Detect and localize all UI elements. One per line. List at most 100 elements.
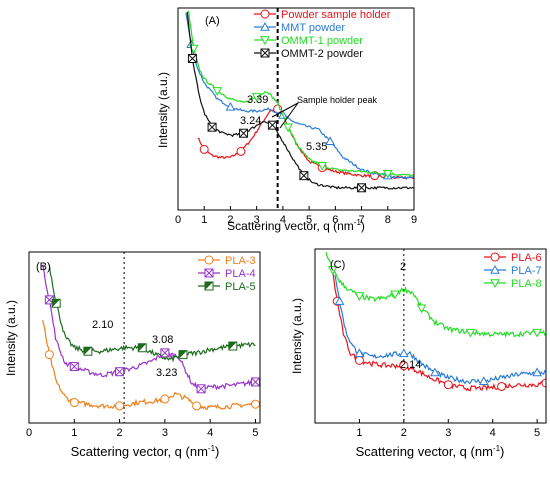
panel-a-x-tick-label-4: 4 bbox=[280, 214, 286, 226]
panel-b-point-pla-5-7 bbox=[137, 343, 147, 353]
panel-a-x-tick-label-1: 1 bbox=[201, 214, 207, 226]
panel-b-x-tick-label-0: 0 bbox=[26, 427, 32, 439]
panel-a-point-ommt-1-powder-13 bbox=[317, 161, 328, 171]
panel-a-point-ommt-2-powder-4 bbox=[207, 122, 217, 132]
panel-c-point-pla-6-7 bbox=[399, 361, 409, 371]
panel-b-point-pla-3-4 bbox=[69, 397, 79, 407]
panel-c-frame bbox=[314, 248, 547, 424]
panel-c-x-axis-title: Scattering vector, q (nm-1) bbox=[356, 444, 505, 459]
panel-a-legend-label-ommt-1-powder: OMMT-1 powder bbox=[281, 35, 363, 47]
panel-b-legend-label-pla-4: PLA-4 bbox=[225, 268, 256, 280]
panel-b-annotation-3-08: 3.08 bbox=[152, 334, 173, 346]
panel-b-frame bbox=[28, 251, 261, 424]
panel-a-x-tick-label-5: 5 bbox=[306, 214, 312, 226]
panel-c-point-pla-7-1 bbox=[334, 296, 345, 305]
panel-c-annotation-2: 2 bbox=[400, 261, 406, 273]
panel-b-point-pla-3-13 bbox=[192, 401, 202, 411]
panel-c-x-tick-label-1: 2 bbox=[401, 427, 407, 439]
panel-c-point-pla-7-16 bbox=[532, 367, 542, 377]
panel-c-y-axis-title: Intensity (a.u.) bbox=[290, 298, 304, 374]
panel-a-point-ommt-1-powder-10 bbox=[283, 123, 293, 133]
panel-a-x-ticks: 0 1 2 3 4 5 6 7 8 9 bbox=[175, 206, 417, 226]
panel-a-series-line-ommt-1-powder bbox=[187, 10, 414, 178]
panel-c-point-pla-8-10 bbox=[416, 304, 427, 314]
panel-b-x-tick-label-5: 5 bbox=[252, 427, 258, 439]
panel-c-x-axis-title-sup: -1 bbox=[493, 444, 501, 453]
panel-b-point-pla-4-7 bbox=[115, 367, 125, 377]
panel-b-legend-marker-pla-3 bbox=[204, 255, 214, 265]
panel-b-label: (B) bbox=[36, 261, 51, 273]
panel-a-annotation-3-39: 3.39 bbox=[247, 94, 268, 106]
panel-b-point-pla-5-4 bbox=[83, 346, 93, 356]
panel-a-series-ommt-2-powder bbox=[186, 11, 414, 193]
panel-a-label: (A) bbox=[205, 15, 220, 27]
panel-b-series-pla-5 bbox=[48, 264, 256, 363]
panel-b-x-axis-title-tail: ) bbox=[215, 444, 219, 459]
panel-a-point-powder-sample-holder-1 bbox=[199, 144, 209, 154]
panel-a-legend-label-powder-sample-holder: Powder sample holder bbox=[281, 9, 391, 21]
panel-b-annotation-3-23: 3.23 bbox=[156, 367, 177, 379]
panel-c-label: (C) bbox=[330, 259, 345, 271]
panel-b-point-pla-5-13 bbox=[228, 341, 238, 351]
panel-b-series-pla-3 bbox=[42, 320, 260, 411]
panel-b-series-line-pla-4 bbox=[42, 264, 257, 392]
panel-b-x-axis-title-main: Scattering vector, q (nm bbox=[71, 444, 208, 459]
panel-c-series-pla-6 bbox=[332, 271, 546, 392]
panel-a-legend-label-mmt-powder: MMT powder bbox=[281, 22, 345, 34]
panel-a-series-ommt-1-powder bbox=[187, 10, 414, 179]
panel-a-x-tick-label-0: 0 bbox=[175, 214, 181, 226]
panel-c-x-tick-label-0: 1 bbox=[356, 427, 362, 439]
panel-c-x-axis-title-main: Scattering vector, q (nm bbox=[356, 444, 493, 459]
panel-c-series-pla-8 bbox=[325, 252, 546, 339]
panel-a-x-axis-title-tail: ) bbox=[361, 219, 365, 233]
panel-a-series-layer bbox=[185, 8, 414, 210]
panel-c-x-tick-label-3: 4 bbox=[490, 427, 496, 439]
panel-c-point-pla-8-16 bbox=[532, 328, 542, 338]
panel-a-point-ommt-2-powder-13 bbox=[299, 171, 309, 181]
panel-b-legend-marker-pla-5 bbox=[204, 281, 214, 291]
panel-c-legend-label-pla-6: PLA-6 bbox=[511, 252, 542, 264]
panel-b-point-pla-4-16 bbox=[250, 377, 260, 387]
panel-c-x-ticks: 1 2 3 4 5 bbox=[356, 419, 540, 439]
panel-b-x-tick-label-4: 4 bbox=[207, 427, 213, 439]
panel-b-point-pla-3-16 bbox=[250, 399, 260, 409]
panel-b-legend-label-pla-5: PLA-5 bbox=[225, 281, 256, 293]
panel-c-point-pla-6-10 bbox=[443, 380, 453, 390]
panel-b-legend-label-pla-3: PLA-3 bbox=[225, 255, 256, 267]
panel-a-y-axis-title: Intensity (a.u.) bbox=[156, 72, 170, 148]
panel-c-legend-marker-pla-8 bbox=[490, 279, 500, 289]
panel-b-point-pla-4-13 bbox=[196, 384, 206, 394]
panel-a-annotation-arrow-2 bbox=[279, 102, 299, 129]
panel-c-x-axis-title-tail: ) bbox=[500, 444, 504, 459]
panel-c-point-pla-6-16 bbox=[541, 378, 546, 388]
panel-c-point-pla-8-13 bbox=[465, 328, 476, 338]
panel-a-legend-label-ommt-2-powder: OMMT-2 powder bbox=[281, 48, 363, 60]
panel-a-annotation-arrow-1 bbox=[271, 102, 299, 118]
panel-c-x-tick-label-2: 3 bbox=[445, 427, 451, 439]
panel-b-point-pla-5-1 bbox=[51, 298, 61, 308]
panel-a-point-ommt-2-powder-16 bbox=[357, 183, 367, 193]
panel-a-point-ommt-1-powder-16 bbox=[382, 169, 393, 179]
panel-a-x-tick-label-7: 7 bbox=[358, 214, 364, 226]
panel-c-point-pla-7-10 bbox=[430, 367, 440, 377]
panel-c-series-line-pla-7 bbox=[334, 274, 546, 385]
panel-a-series-line-mmt-powder bbox=[185, 12, 414, 180]
panel-c-point-pla-8-7 bbox=[390, 290, 400, 300]
panel-c-point-pla-7-13 bbox=[478, 376, 489, 385]
panel-a-x-tick-label-8: 8 bbox=[385, 214, 391, 226]
panel-c-legend-marker-pla-7 bbox=[490, 264, 500, 274]
panel-b-y-axis-title: Intensity (a.u.) bbox=[4, 300, 18, 376]
panel-b-x-axis-title-sup: -1 bbox=[208, 444, 216, 453]
panel-c-point-pla-7-7 bbox=[398, 348, 409, 358]
panel-b-x-ticks: 0 1 2 3 4 5 bbox=[26, 419, 259, 439]
panel-c-series-pla-7 bbox=[334, 274, 546, 385]
panel-b-point-pla-4-10 bbox=[160, 348, 170, 358]
panel-b-point-pla-5-10 bbox=[178, 350, 188, 360]
panel-b-x-tick-label-2: 2 bbox=[117, 427, 123, 439]
panel-b-x-tick-label-1: 1 bbox=[71, 427, 77, 439]
